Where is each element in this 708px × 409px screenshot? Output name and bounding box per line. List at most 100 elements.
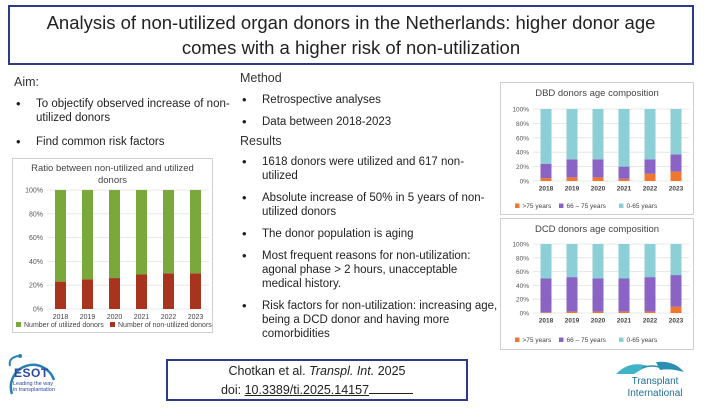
x-tick-label: 2020 — [107, 314, 123, 321]
x-tick-label: 2018 — [539, 186, 554, 193]
legend-swatch — [559, 203, 564, 208]
dcd-chart-svg: 0% 20% 40% 60% 80% 100% 2018 2019 2020 2021 2022 20… — [512, 242, 689, 344]
bar-segment — [136, 190, 147, 275]
y-tick-label: 20% — [516, 297, 529, 304]
ti-line1: Transplant — [631, 376, 679, 387]
aim-item: Find common risk factors — [14, 135, 236, 149]
bar-segment — [618, 109, 630, 167]
y-tick-label: 40% — [29, 259, 43, 266]
bar-segment — [566, 177, 578, 181]
bar-segment — [618, 278, 630, 312]
method-heading: Method — [240, 71, 282, 85]
legend-label: 0-65 years — [627, 203, 658, 210]
y-tick-label: 0% — [33, 307, 43, 314]
y-tick-label: 80% — [516, 121, 529, 128]
bar-segment — [82, 190, 93, 280]
doi-link[interactable]: 10.3389/ti.2025.14157 — [244, 383, 370, 397]
legend-swatch — [619, 337, 624, 342]
bar-segment — [592, 278, 604, 312]
y-tick-label: 100% — [512, 107, 529, 114]
x-tick-label: 2021 — [617, 186, 632, 193]
x-tick-label: 2018 — [539, 318, 554, 325]
bar-segment — [644, 109, 656, 160]
bar-segment — [566, 277, 578, 312]
results-item: Risk factors for non-utilization: increa… — [240, 299, 498, 341]
aim-heading: Aim: — [14, 75, 39, 89]
y-tick-label: 60% — [29, 235, 43, 242]
bar-segment — [618, 178, 630, 181]
bar-segment — [592, 244, 604, 279]
results-item: Most frequent reasons for non-utilizatio… — [240, 249, 498, 291]
bar-segment — [109, 190, 120, 279]
bar-segment — [55, 190, 66, 282]
bar-segment — [592, 311, 604, 313]
bar-segment — [618, 311, 630, 313]
citation-journal: Transpl. Int. — [309, 364, 375, 378]
bar-segment — [644, 159, 656, 174]
title-box: Analysis of non-utilized organ donors in… — [8, 5, 694, 65]
x-tick-label: 2021 — [617, 318, 632, 325]
legend-label: Number of non-utilized donors — [118, 322, 212, 329]
legend-label: >75 years — [523, 337, 552, 344]
x-tick-label: 2019 — [80, 314, 96, 321]
ratio-chart: Ratio between non-utilized and utilized … — [12, 158, 213, 333]
bar-segment — [566, 244, 578, 278]
y-tick-label: 60% — [516, 135, 529, 142]
bar-segment — [82, 279, 93, 309]
results-item: The donor population is aging — [240, 227, 498, 241]
dcd-chart-title: DCD donors age composition — [534, 224, 660, 235]
legend-label: Number of utilized donors — [24, 322, 104, 329]
doi-underline-tail — [369, 381, 414, 394]
results-item: Absolute increase of 50% in 5 years of n… — [240, 191, 498, 219]
x-tick-label: 2022 — [161, 314, 177, 321]
x-tick-label: 2019 — [565, 186, 580, 193]
bar-segment — [163, 273, 174, 309]
x-tick-label: 2022 — [643, 186, 658, 193]
esot-name: ESOT — [14, 366, 49, 380]
legend-swatch — [559, 337, 564, 342]
method-item: Retrospective analyses — [240, 93, 490, 107]
bar-segment — [670, 244, 682, 276]
transplant-international-logo: Transplant International — [612, 356, 702, 404]
doi-line: doi: 10.3389/ti.2025.14157 — [168, 381, 466, 400]
ratio-chart-svg: 0% 20% 40% 60% 80% 100% 2018 2019 2020 2021 2022 20… — [16, 188, 212, 329]
bar-segment — [670, 171, 682, 181]
bar-segment — [670, 109, 682, 155]
esot-tagline: Leading the way in transplantation — [13, 381, 55, 393]
x-tick-label: 2020 — [591, 186, 606, 193]
bar-segment — [190, 190, 201, 274]
page-title: Analysis of non-utilized organ donors in… — [46, 12, 656, 58]
citation-year: 2025 — [377, 364, 406, 378]
y-tick-label: 80% — [516, 255, 529, 262]
legend-swatch — [16, 322, 21, 327]
bar-segment — [136, 274, 147, 309]
bar-segment — [566, 311, 578, 313]
dcd-chart: DCD donors age composition 0% 20% 40% 60% 80… — [500, 218, 694, 350]
x-tick-label: 2023 — [188, 314, 204, 321]
dbd-chart-svg: 0% 20% 40% 60% 80% 100% 2018 2019 2020 2021 2022 20… — [512, 107, 689, 210]
doi-prefix: doi: — [220, 383, 242, 397]
bar-segment — [540, 163, 552, 179]
citation-authors: Chotkan et al. — [228, 364, 306, 378]
legend-label: 66 – 75 years — [567, 337, 607, 344]
bar-segment — [644, 277, 656, 312]
legend-label: 0-65 years — [627, 337, 658, 344]
x-tick-label: 2023 — [669, 186, 684, 193]
x-tick-label: 2020 — [591, 318, 606, 325]
y-tick-label: 80% — [29, 211, 43, 218]
hands-icon — [616, 361, 684, 374]
bar-segment — [670, 154, 682, 172]
bar-segment — [592, 177, 604, 181]
bar-segment — [644, 173, 656, 181]
y-tick-label: 40% — [516, 150, 529, 157]
legend-swatch — [515, 337, 520, 342]
bar-segment — [540, 178, 552, 181]
method-list: Retrospective analyses Data between 2018… — [240, 93, 490, 129]
bar-segment — [109, 278, 120, 309]
legend-swatch — [619, 203, 624, 208]
esot-logo: ESOT Leading the way in transplantation — [4, 350, 82, 404]
citation-line: Chotkan et al. Transpl. Int. 2025 — [168, 362, 466, 381]
x-tick-label: 2022 — [643, 318, 658, 325]
bar-segment — [163, 190, 174, 274]
bar-segment — [644, 244, 656, 278]
